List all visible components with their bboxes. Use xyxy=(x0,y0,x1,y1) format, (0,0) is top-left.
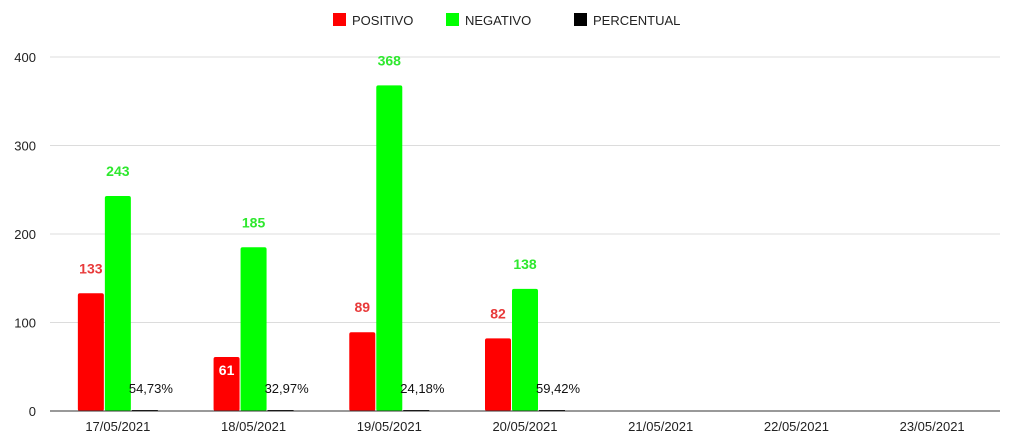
x-tick-label: 17/05/2021 xyxy=(85,419,150,434)
data-label-negativo: 138 xyxy=(513,256,537,272)
x-tick-label: 21/05/2021 xyxy=(628,419,693,434)
x-tick-label: 23/05/2021 xyxy=(900,419,965,434)
data-label-percentual: 59,42% xyxy=(536,381,581,396)
data-label-positivo: 82 xyxy=(490,305,506,321)
legend-swatch-positivo xyxy=(333,13,346,26)
y-tick-label: 300 xyxy=(14,139,36,154)
data-label-positivo: 133 xyxy=(79,260,103,276)
bar-positivo xyxy=(77,293,104,411)
y-tick-label: 0 xyxy=(29,404,36,419)
data-labels: 133 243 54,73% 61 185 32,97% 89 368 24,18% 82 138 5… xyxy=(79,52,580,396)
data-label-positivo: 89 xyxy=(354,299,370,315)
x-axis: 17/05/2021 18/05/2021 19/05/2021 20/05/2021… xyxy=(50,410,1000,434)
y-tick-label: 200 xyxy=(14,227,36,242)
data-label-negativo: 368 xyxy=(378,52,402,68)
data-label-percentual: 32,97% xyxy=(265,381,310,396)
bar-negativo xyxy=(376,85,403,411)
legend-label-negativo: NEGATIVO xyxy=(465,13,531,28)
y-tick-label: 100 xyxy=(14,316,36,331)
bar-positivo xyxy=(213,357,240,411)
x-tick-label: 18/05/2021 xyxy=(221,419,286,434)
bar-negativo xyxy=(240,247,267,411)
data-label-percentual: 24,18% xyxy=(400,381,445,396)
y-axis: 0 100 200 300 400 xyxy=(14,50,36,419)
bars xyxy=(77,85,565,411)
bar-negativo xyxy=(512,288,538,411)
legend-swatch-negativo xyxy=(446,13,459,26)
grid xyxy=(50,56,1000,323)
x-tick-label: 19/05/2021 xyxy=(357,419,422,434)
bar-positivo xyxy=(349,332,376,411)
x-tick-label: 22/05/2021 xyxy=(764,419,829,434)
legend-label-positivo: POSITIVO xyxy=(352,13,413,28)
bar-negativo xyxy=(104,195,131,411)
legend: POSITIVO NEGATIVO PERCENTUAL xyxy=(333,13,680,28)
data-label-negativo: 243 xyxy=(106,163,130,179)
y-tick-label: 400 xyxy=(14,50,36,65)
x-tick-label: 20/05/2021 xyxy=(492,419,557,434)
legend-swatch-percentual xyxy=(574,13,587,26)
data-label-positivo: 61 xyxy=(219,362,235,378)
bar-positivo xyxy=(485,338,511,411)
legend-label-percentual: PERCENTUAL xyxy=(593,13,680,28)
data-label-percentual: 54,73% xyxy=(129,381,174,396)
data-label-negativo: 185 xyxy=(242,214,266,230)
